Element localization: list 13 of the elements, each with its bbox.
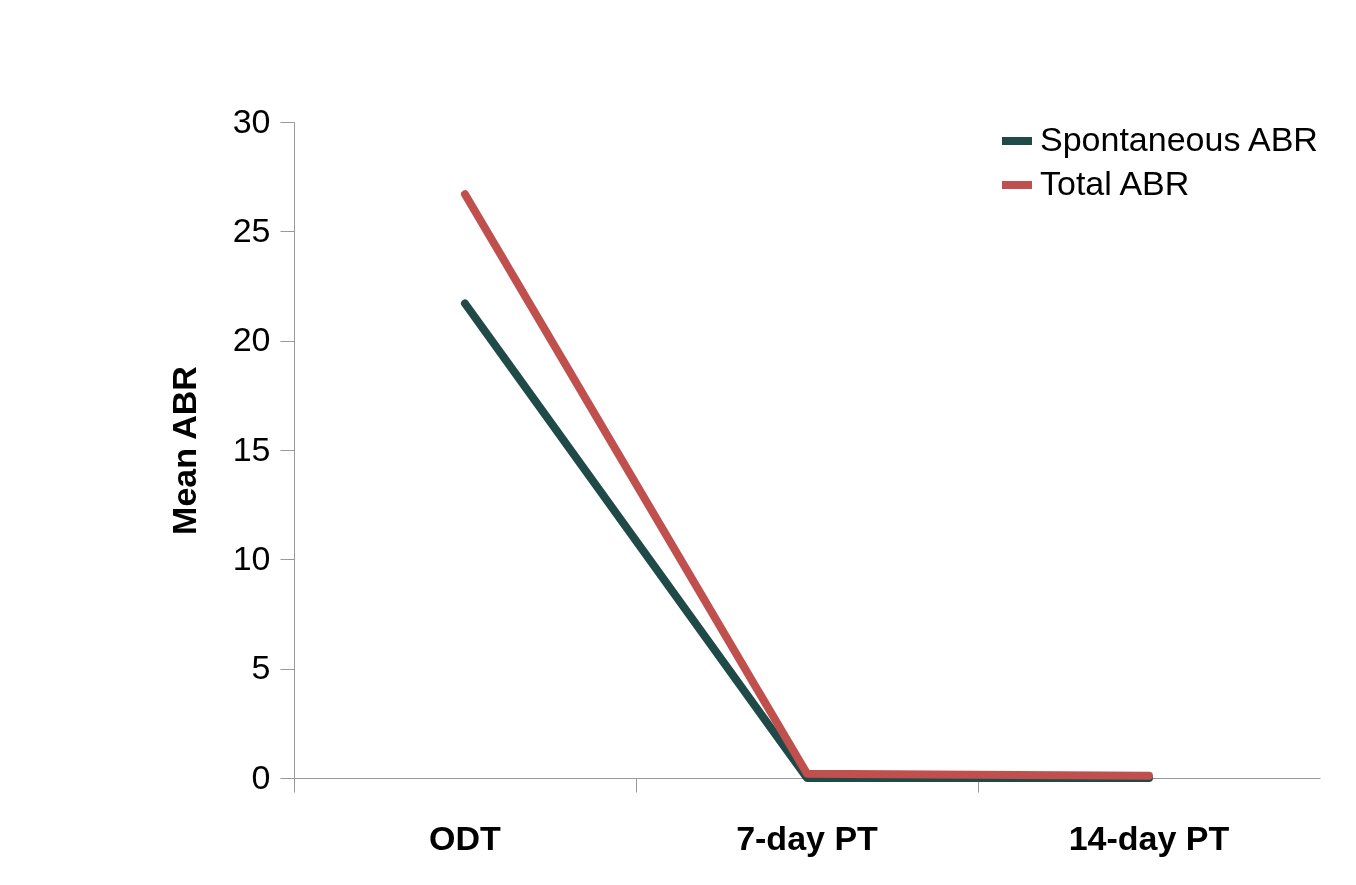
x-tick-label: 7-day PT <box>736 818 879 857</box>
y-axis-title: Mean ABR <box>164 366 203 535</box>
x-tick-label: ODT <box>429 818 502 857</box>
legend-label: Spontaneous ABR <box>1040 120 1318 158</box>
y-tick-label: 10 <box>232 538 271 577</box>
y-tick-label: 25 <box>232 210 271 249</box>
legend-label: Total ABR <box>1040 164 1190 202</box>
y-tick-label: 30 <box>232 101 271 140</box>
y-tick-label: 20 <box>232 320 271 359</box>
y-tick-label: 0 <box>251 757 271 796</box>
y-tick-label: 15 <box>232 429 271 468</box>
x-tick-label: 14-day PT <box>1068 818 1230 857</box>
y-tick-label: 5 <box>251 648 271 687</box>
